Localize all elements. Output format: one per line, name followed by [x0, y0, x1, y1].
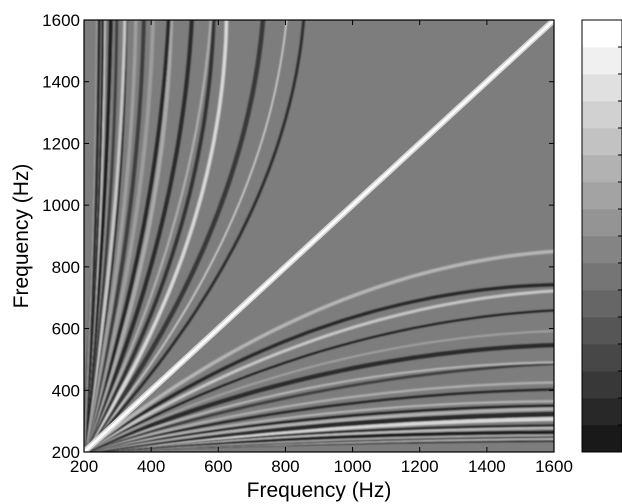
colorbar-level	[582, 263, 622, 291]
heatmap-plot-area	[83, 19, 555, 453]
y-tick-label: 1000	[42, 196, 80, 215]
heatmap-band	[84, 20, 113, 452]
heatmap-band	[84, 309, 554, 452]
heatmap-band	[84, 20, 194, 452]
colorbar-level	[582, 371, 622, 399]
colorbar-level	[582, 101, 622, 129]
colorbar-level	[582, 209, 622, 237]
heatmap-diagonal	[84, 20, 554, 452]
heatmap-band	[84, 342, 554, 452]
heatmap-band	[84, 283, 554, 452]
x-tick-label: 1600	[535, 457, 573, 476]
y-tick-label: 1600	[42, 11, 80, 30]
x-tick-label: 400	[137, 457, 165, 476]
x-tick-label: 1000	[334, 457, 372, 476]
heatmap-band	[84, 20, 216, 452]
colorbar-level	[582, 236, 622, 264]
heatmap-band	[84, 362, 554, 452]
heatmap-band	[84, 20, 174, 452]
colorbar-level	[582, 20, 622, 48]
y-tick-label: 1400	[42, 73, 80, 92]
heatmap-band	[84, 20, 266, 452]
heatmap-band	[84, 404, 554, 452]
y-tick-label: 400	[52, 381, 80, 400]
colorbar-level	[582, 317, 622, 345]
heatmap-band	[84, 20, 127, 452]
heatmap-band	[84, 249, 554, 452]
heatmap-fan-bands	[84, 20, 554, 452]
x-tick-label: 1400	[468, 457, 506, 476]
heatmap-band	[84, 20, 138, 452]
heatmap-band	[84, 20, 288, 452]
colorbar-level	[582, 47, 622, 75]
heatmap-band	[84, 20, 229, 452]
heatmap-band	[84, 411, 554, 452]
heatmap-band	[84, 20, 98, 452]
y-tick-label: 800	[52, 258, 80, 277]
colorbar-level	[582, 74, 622, 102]
heatmap-band	[84, 20, 119, 452]
heatmap-band	[84, 330, 554, 452]
colorbar	[581, 19, 622, 453]
heatmap-band	[84, 20, 146, 452]
colorbar-level	[582, 344, 622, 372]
y-axis-ticks: 200 400 600 800 1000 1200 1400 1600	[42, 11, 554, 462]
colorbar-level	[582, 290, 622, 318]
y-tick-label: 600	[52, 320, 80, 339]
heatmap-band	[84, 381, 554, 452]
diagonal-ridge	[84, 20, 554, 452]
x-tick-label: 800	[271, 457, 299, 476]
x-tick-label: 1200	[401, 457, 439, 476]
heatmap-band	[84, 20, 155, 452]
y-axis-label: Frequency (Hz)	[10, 164, 33, 309]
heatmap-band	[84, 20, 212, 452]
y-tick-label: 200	[52, 443, 80, 462]
heatmap-band	[84, 361, 554, 452]
colorbar-level	[582, 398, 622, 426]
heatmap-band	[84, 289, 554, 452]
y-tick-label: 1200	[42, 134, 80, 153]
colorbar-level	[582, 182, 622, 210]
plot-frame	[83, 19, 555, 453]
heatmap-band	[84, 20, 171, 452]
x-tick-label: 200	[70, 457, 98, 476]
heatmap-band	[84, 20, 306, 452]
colorbar-level	[582, 128, 622, 156]
x-axis-ticks: 200 400 600 800 1000 1200 1400 1600	[70, 20, 573, 476]
heatmap-band	[84, 388, 554, 452]
x-axis-label: Frequency (Hz)	[247, 479, 392, 502]
x-tick-label: 600	[204, 457, 232, 476]
heatmap-band	[84, 407, 554, 452]
colorbar-level	[582, 155, 622, 183]
heatmap-band	[84, 430, 554, 452]
colorbar-level	[582, 425, 622, 453]
colorbar-frame	[581, 19, 622, 453]
heatmap-band	[84, 400, 554, 452]
